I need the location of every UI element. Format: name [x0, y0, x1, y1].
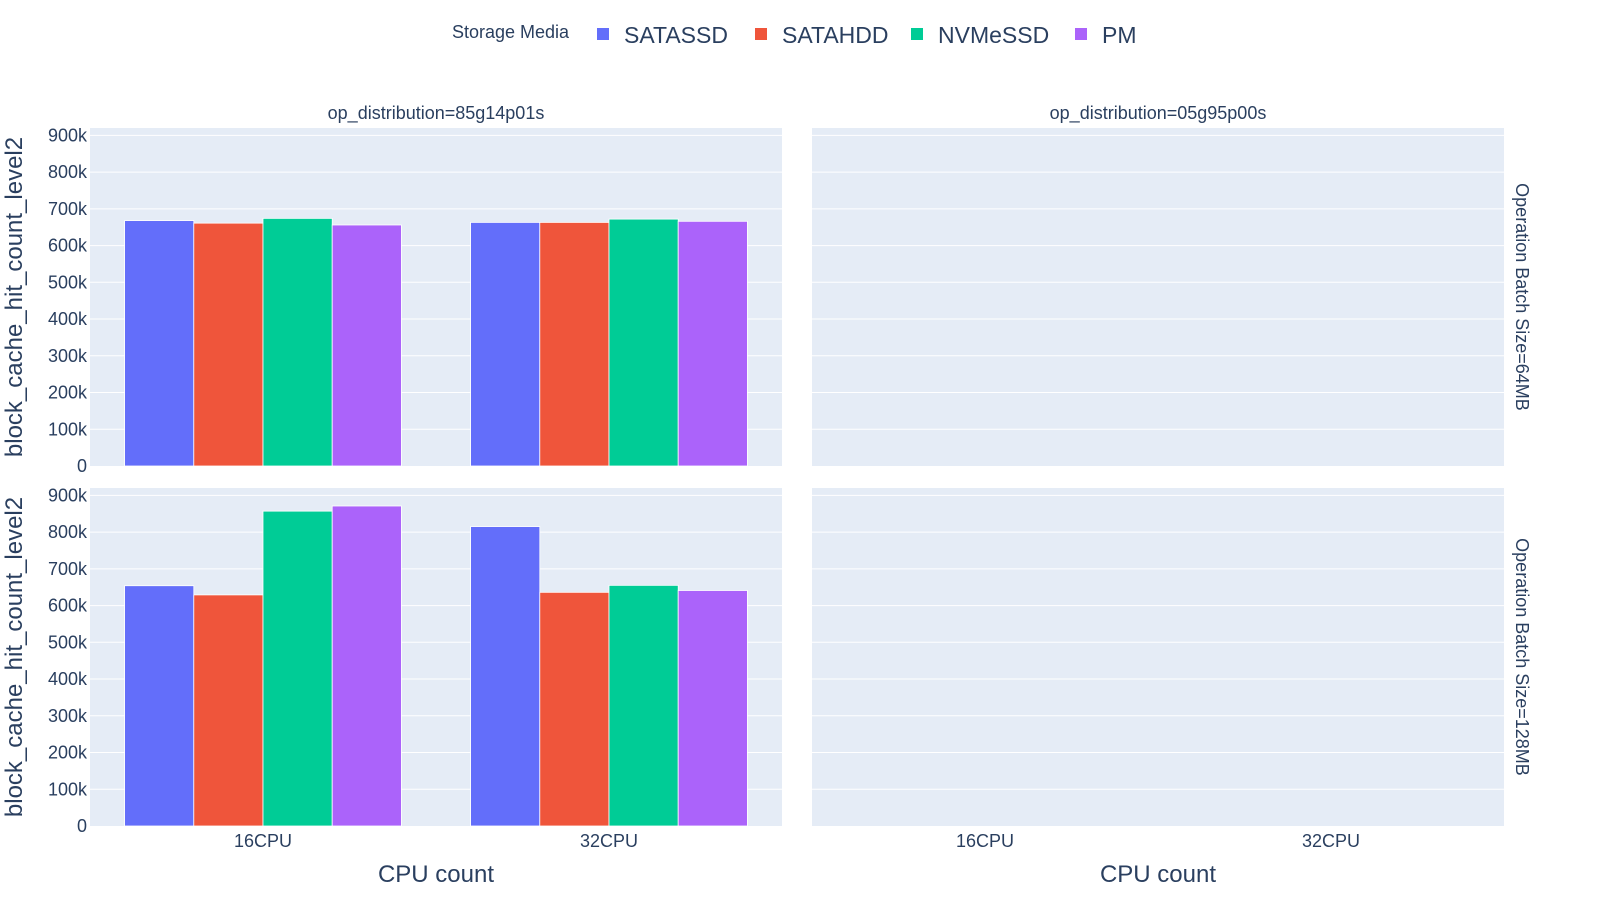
facet-titles: op_distribution=85g14p01s op_distribution…: [328, 103, 1532, 776]
bar-pm-32cpu: [677, 590, 748, 827]
y-tick-label: 800k: [48, 522, 88, 542]
column-facet-title: op_distribution=05g95p00s: [1050, 103, 1267, 124]
legend-label: PM: [1102, 22, 1137, 48]
bar-satahdd-16cpu: [193, 222, 264, 467]
bar-satassd-16cpu: [124, 585, 195, 827]
axes-titles: block_cache_hit_count_level2 block_cache_…: [1, 137, 1216, 888]
y-tick-label: 200k: [48, 383, 88, 403]
y-tick-label: 700k: [48, 559, 88, 579]
legend-item-nvmessd[interactable]: NVMeSSD: [911, 22, 1049, 48]
bar-nvmessd-32cpu: [608, 584, 679, 827]
y-tick-label: 0: [77, 456, 87, 476]
bar-nvmessd-32cpu: [608, 218, 679, 467]
legend-item-satassd[interactable]: SATASSD: [597, 22, 728, 48]
y-tick-label: 600k: [48, 236, 88, 256]
bar-satahdd-32cpu: [539, 222, 610, 467]
panel-r1-c1: 16CPU 32CPU: [812, 488, 1504, 851]
x-tick-label: 16CPU: [234, 831, 292, 851]
legend: Storage Media SATASSD SATAHDD NVMeSSD PM: [452, 22, 1137, 48]
bar-satassd-32cpu: [470, 526, 541, 827]
x-tick-label: 32CPU: [1302, 831, 1360, 851]
legend-label: NVMeSSD: [938, 22, 1049, 48]
y-tick-label: 800k: [48, 162, 88, 182]
x-tick-label: 16CPU: [956, 831, 1014, 851]
y-tick-label: 300k: [48, 346, 88, 366]
y-tick-label: 500k: [48, 632, 88, 652]
y-tick-label: 900k: [48, 125, 88, 145]
bar-nvmessd-16cpu: [262, 217, 333, 467]
x-tick-label: 32CPU: [580, 831, 638, 851]
y-tick-label: 0: [77, 816, 87, 836]
legend-title: Storage Media: [452, 22, 570, 42]
panel-r1-c0: 0 100k 200k 300k 400k 500k 600k 700k 800k 900k 16C…: [48, 485, 782, 851]
bar-satassd-16cpu: [124, 220, 195, 467]
plot-background: [812, 128, 1504, 466]
legend-swatch: [597, 28, 609, 40]
column-facet-title: op_distribution=85g14p01s: [328, 103, 545, 124]
panel-r0-c1: [812, 128, 1504, 466]
bar-pm-32cpu: [677, 220, 748, 467]
x-axis-title: CPU count: [1100, 861, 1216, 888]
bar-satahdd-32cpu: [539, 591, 610, 827]
y-tick-label: 400k: [48, 309, 88, 329]
y-tick-label: 600k: [48, 596, 88, 616]
bar-nvmessd-16cpu: [262, 510, 333, 827]
y-tick-label: 900k: [48, 485, 88, 505]
y-tick-label: 300k: [48, 706, 88, 726]
y-tick-label: 500k: [48, 272, 88, 292]
y-tick-label: 700k: [48, 199, 88, 219]
y-axis-title: block_cache_hit_count_level2: [1, 497, 28, 817]
legend-item-pm[interactable]: PM: [1075, 22, 1137, 48]
legend-label: SATAHDD: [782, 22, 889, 48]
legend-swatch: [755, 28, 767, 40]
panels: 0 100k 200k 300k 400k 500k 600k 700k 800k 900k 0 10…: [48, 125, 1504, 851]
bar-pm-16cpu: [331, 224, 402, 467]
legend-label: SATASSD: [624, 22, 728, 48]
y-axis-title: block_cache_hit_count_level2: [1, 137, 28, 457]
y-tick-label: 400k: [48, 669, 88, 689]
panel-r0-c0: 0 100k 200k 300k 400k 500k 600k 700k 800k 900k: [48, 125, 782, 476]
y-tick-label: 100k: [48, 419, 88, 439]
x-axis-title: CPU count: [378, 861, 494, 888]
y-tick-label: 100k: [48, 779, 88, 799]
y-tick-label: 200k: [48, 743, 88, 763]
row-facet-title: Operation Batch Size=128MB: [1512, 538, 1532, 776]
legend-swatch: [911, 28, 923, 40]
legend-item-satahdd[interactable]: SATAHDD: [755, 22, 889, 48]
bar-satahdd-16cpu: [193, 594, 264, 827]
bar-pm-16cpu: [331, 505, 402, 827]
bar-satassd-32cpu: [470, 222, 541, 467]
plot-background: [812, 488, 1504, 826]
row-facet-title: Operation Batch Size=64MB: [1512, 183, 1532, 411]
legend-swatch: [1075, 28, 1087, 40]
